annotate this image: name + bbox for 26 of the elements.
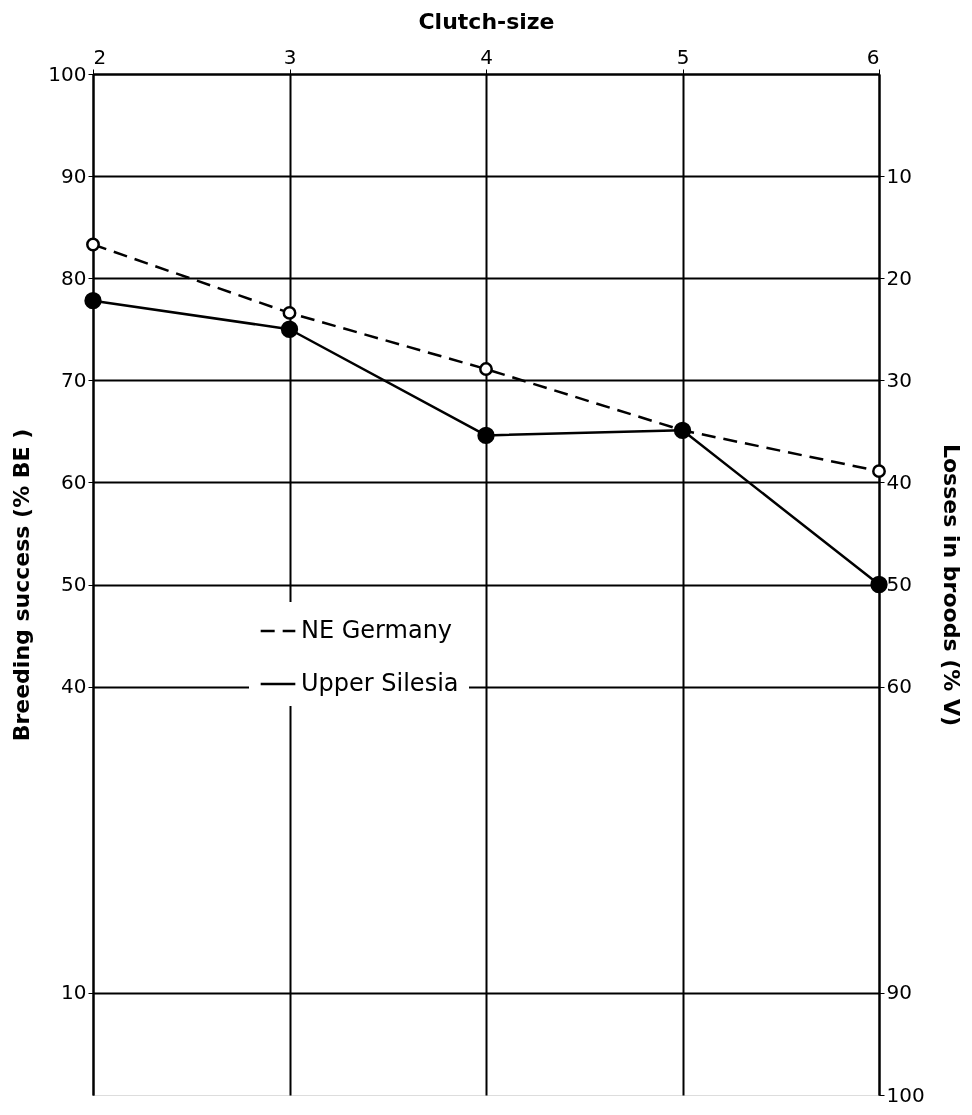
- x-tick-label: 5: [676, 44, 690, 69]
- x-tick-label: 3: [283, 44, 297, 69]
- y2-tick-label: 90: [886, 980, 912, 1005]
- y-tick-label: 70: [61, 367, 87, 392]
- y2-tick-label: 60: [886, 674, 912, 699]
- y-tick-label: 40: [61, 674, 87, 699]
- y2-axis-title: Losses in broods (% V): [938, 443, 964, 727]
- y2-tick-label: 30: [886, 367, 912, 392]
- y2-tick-label: 20: [886, 265, 912, 290]
- x-axis-title: Clutch-size: [418, 8, 555, 34]
- y2-tick-label: 40: [886, 469, 912, 494]
- y-tick-label: 50: [61, 572, 87, 596]
- y-tick-label: 60: [61, 469, 87, 494]
- x-tick-label: 2: [93, 44, 107, 69]
- y2-tick-label: 50: [886, 572, 912, 596]
- y2-tick-label: 10: [886, 163, 912, 188]
- x-tick-label: 6: [866, 44, 880, 69]
- legend-label: Upper Silesia: [301, 669, 459, 697]
- y-axis-title: Breeding success (% BE ): [9, 428, 35, 742]
- y-tick-label: 90: [61, 163, 87, 188]
- y-tick-label: 80: [61, 265, 87, 290]
- y2-tick-label: 100: [886, 1082, 925, 1107]
- x-tick-label: 4: [480, 44, 493, 69]
- y-tick-label: 100: [48, 61, 87, 86]
- legend-label: NE Germany: [301, 616, 453, 644]
- y-tick-label: 10: [61, 980, 87, 1005]
